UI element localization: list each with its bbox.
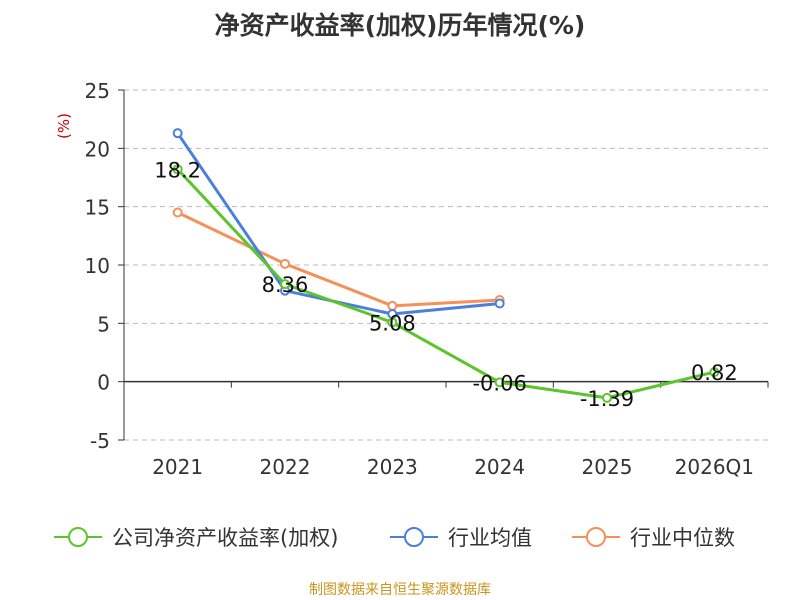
- series-point-2: [172, 207, 183, 218]
- series-point-0: [709, 367, 720, 378]
- series-point-0: [280, 279, 290, 290]
- series-point-1: [494, 298, 505, 309]
- source-note: 制图数据来自恒生聚源数据库: [309, 582, 491, 598]
- data-label: -1.39: [580, 387, 634, 411]
- y-tick-label: -5: [90, 429, 110, 453]
- data-label: 0.82: [691, 361, 738, 385]
- y-tick-label: 20: [85, 137, 110, 161]
- series-point-0: [172, 164, 183, 175]
- x-tick-label: 2023: [367, 455, 418, 479]
- series-line-2: [177, 211, 500, 308]
- series-line-1: [176, 132, 500, 316]
- x-tick-label: 2025: [582, 455, 633, 479]
- series-point-2: [280, 258, 290, 269]
- y-tick-label: 25: [85, 79, 110, 103]
- y-axis-label: (%): [55, 113, 73, 139]
- chart-title: 净资产收益率(加权)历年情况(%): [214, 11, 586, 40]
- series-line-0: [176, 168, 715, 400]
- data-label: -0.06: [472, 371, 526, 395]
- legend-marker-2: [586, 527, 606, 547]
- data-label: 5.08: [369, 311, 416, 335]
- x-tick-label: 2024: [474, 455, 525, 479]
- series-point-0: [602, 392, 612, 403]
- y-tick-label: 5: [97, 312, 110, 336]
- series-point-2: [387, 300, 398, 311]
- x-tick-label: 2022: [260, 455, 311, 479]
- legend-marker-1: [404, 527, 424, 547]
- x-tick-label: 2026Q1: [675, 455, 754, 479]
- y-tick-label: 0: [97, 371, 110, 395]
- data-label: 18.2: [154, 158, 201, 182]
- series-point-1: [172, 128, 183, 139]
- legend-marker-0: [68, 527, 88, 547]
- y-tick-label: 15: [85, 196, 110, 220]
- series-point-0: [387, 317, 398, 328]
- data-label: 8.36: [262, 273, 309, 297]
- series-point-0: [494, 377, 505, 388]
- legend-label-0: 公司净资产收益率(加权): [112, 526, 338, 550]
- legend-label-2: 行业中位数: [630, 526, 735, 550]
- legend-label-1: 行业均值: [448, 526, 532, 550]
- y-tick-label: 10: [85, 254, 110, 278]
- x-tick-label: 2021: [152, 455, 203, 479]
